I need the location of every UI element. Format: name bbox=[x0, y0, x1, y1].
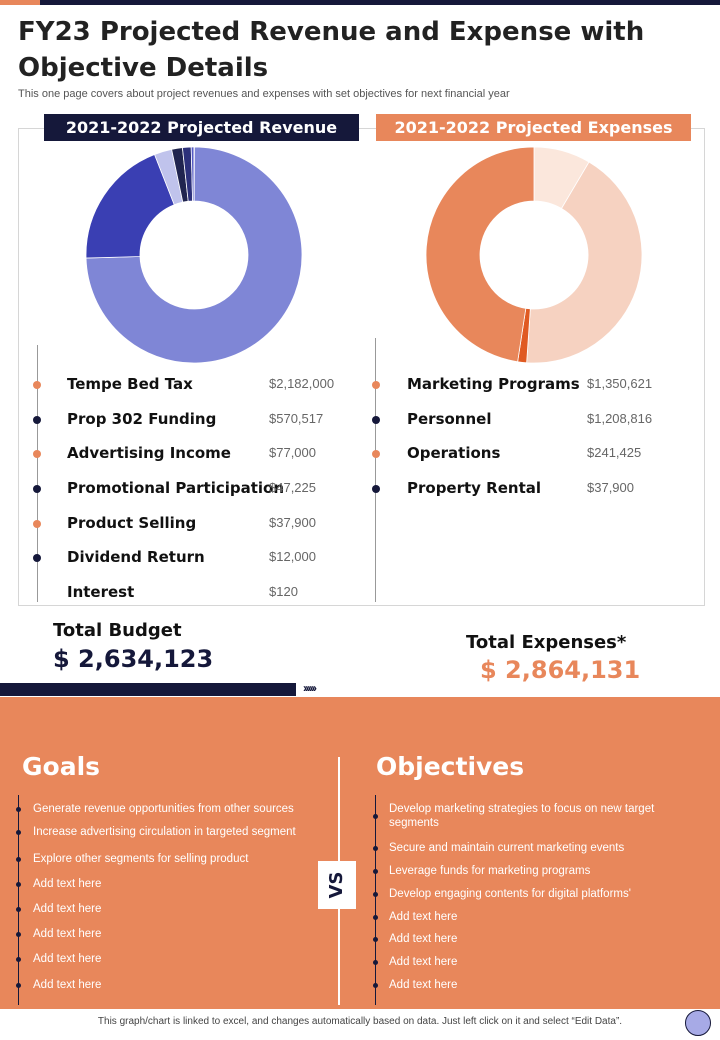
objective-item[interactable]: Add text here bbox=[373, 955, 689, 969]
goal-item[interactable]: Add text here bbox=[16, 927, 333, 941]
bullet-icon bbox=[373, 960, 378, 965]
goal-item[interactable]: Add text here bbox=[16, 952, 333, 966]
goals-objectives-section bbox=[0, 697, 720, 1009]
bullet-icon bbox=[16, 957, 21, 962]
expense-legend-value: $37,900 bbox=[587, 480, 634, 496]
goal-item[interactable]: Add text here bbox=[16, 902, 333, 916]
expenses-donut-chart[interactable] bbox=[424, 145, 644, 365]
expense-legend-value: $1,208,816 bbox=[587, 410, 653, 426]
objectives-title: Objectives bbox=[376, 752, 525, 781]
total-expenses-label: Total Expenses* bbox=[466, 632, 627, 653]
legend-dot-icon bbox=[372, 381, 380, 389]
revenue-legend-rule bbox=[37, 345, 38, 602]
bullet-icon bbox=[16, 830, 21, 835]
revenue-legend-value: $2,182,000 bbox=[269, 376, 335, 391]
revenue-legend-label: Dividend Return bbox=[67, 548, 205, 567]
revenue-legend-label: Advertising Income bbox=[67, 444, 231, 463]
objective-item: Develop marketing strategies to focus on… bbox=[373, 802, 689, 830]
revenue-donut-chart[interactable] bbox=[84, 145, 304, 365]
legend-dot-icon bbox=[372, 485, 380, 494]
footer-note: This graph/chart is linked to excel, and… bbox=[97, 1016, 623, 1027]
expenses-legend-rule bbox=[375, 338, 376, 602]
objective-item: Secure and maintain current marketing ev… bbox=[373, 841, 689, 855]
goal-item: Increase advertising circulation in targ… bbox=[16, 825, 333, 839]
legend-dot-icon bbox=[33, 485, 41, 494]
revenue-chart-title: 2021-2022 Projected Revenue bbox=[44, 114, 359, 141]
expense-slice-personnel[interactable] bbox=[526, 161, 643, 364]
goal-item: Generate revenue opportunities from othe… bbox=[16, 802, 333, 816]
legend-dot-icon bbox=[372, 450, 380, 459]
bullet-icon bbox=[373, 846, 378, 851]
expense-legend-label: Marketing Programs bbox=[407, 375, 580, 393]
legend-dot-icon bbox=[372, 415, 380, 424]
legend-dot-icon bbox=[33, 381, 41, 389]
revenue-slice-tempe-bed-tax[interactable] bbox=[85, 146, 303, 364]
revenue-slice-prop-302-funding[interactable] bbox=[85, 153, 175, 259]
bullet-icon bbox=[373, 892, 378, 897]
revenue-legend-value: $77,000 bbox=[269, 445, 316, 461]
bullet-icon bbox=[16, 907, 21, 912]
total-budget-value: $ 2,634,123 bbox=[53, 645, 214, 673]
page-title: FY23 Projected Revenue and Expense with … bbox=[18, 17, 645, 83]
top-accent-stripe bbox=[0, 0, 40, 5]
vs-badge: VS bbox=[318, 861, 356, 909]
bullet-icon bbox=[16, 807, 21, 812]
legend-dot-icon bbox=[33, 450, 41, 459]
revenue-legend-value: $120 bbox=[269, 584, 298, 600]
objective-item[interactable]: Add text here bbox=[373, 910, 689, 924]
charts-panel bbox=[18, 128, 705, 606]
legend-dot-icon bbox=[33, 554, 41, 563]
section-divider-bar bbox=[0, 683, 296, 696]
goals-list-rule bbox=[18, 795, 19, 1005]
revenue-legend-value: $37,900 bbox=[269, 514, 316, 530]
bullet-icon bbox=[16, 857, 21, 862]
legend-dot-icon bbox=[33, 415, 41, 424]
objective-item: Leverage funds for marketing programs bbox=[373, 864, 689, 878]
objectives-list-rule bbox=[375, 795, 376, 1005]
goal-item[interactable]: Add text here bbox=[16, 978, 333, 992]
revenue-legend-label: Interest bbox=[67, 583, 135, 602]
chevron-arrows-icon: ›››››› bbox=[303, 681, 317, 695]
bullet-icon bbox=[16, 932, 21, 937]
expense-legend-label: Personnel bbox=[407, 409, 492, 428]
objective-item[interactable]: Add text here bbox=[373, 932, 689, 946]
revenue-legend-label: Promotional Participation bbox=[67, 479, 285, 498]
revenue-legend-value: $570,517 bbox=[269, 410, 324, 426]
bullet-icon bbox=[373, 937, 378, 942]
expense-legend-label: Property Rental bbox=[407, 479, 542, 498]
circle-logo-icon bbox=[685, 1010, 711, 1036]
expenses-chart-title: 2021-2022 Projected Expenses bbox=[376, 114, 691, 141]
revenue-legend-label: Tempe Bed Tax bbox=[67, 375, 193, 393]
revenue-legend-label: Prop 302 Funding bbox=[67, 409, 217, 428]
objective-item: Develop engaging contents for digital pl… bbox=[373, 887, 689, 901]
expense-legend-value: $241,425 bbox=[587, 445, 642, 461]
goal-item: Explore other segments for selling produ… bbox=[16, 852, 333, 866]
total-budget-label: Total Budget bbox=[53, 620, 182, 641]
total-expenses-value: $ 2,864,131 bbox=[480, 656, 641, 684]
expense-slice-marketing-programs[interactable] bbox=[425, 146, 535, 363]
goals-title: Goals bbox=[22, 752, 101, 781]
bullet-icon bbox=[16, 882, 21, 887]
expense-legend-label: Operations bbox=[407, 444, 501, 463]
legend-dot-icon bbox=[33, 519, 41, 528]
top-accent-bar bbox=[0, 0, 720, 5]
goal-item[interactable]: Add text here bbox=[16, 877, 333, 891]
objective-item[interactable]: Add text here bbox=[373, 978, 689, 992]
revenue-legend-value: $12,000 bbox=[269, 549, 316, 565]
revenue-legend-label: Product Selling bbox=[67, 513, 197, 532]
bullet-icon bbox=[373, 983, 378, 988]
page-subtitle: This one page covers about project reven… bbox=[18, 88, 510, 100]
expense-legend-value: $1,350,621 bbox=[587, 376, 653, 391]
bullet-icon bbox=[373, 814, 378, 819]
bullet-icon bbox=[16, 983, 21, 988]
bullet-icon bbox=[373, 915, 378, 920]
bullet-icon bbox=[373, 869, 378, 874]
revenue-legend-value: $47,225 bbox=[269, 480, 316, 496]
